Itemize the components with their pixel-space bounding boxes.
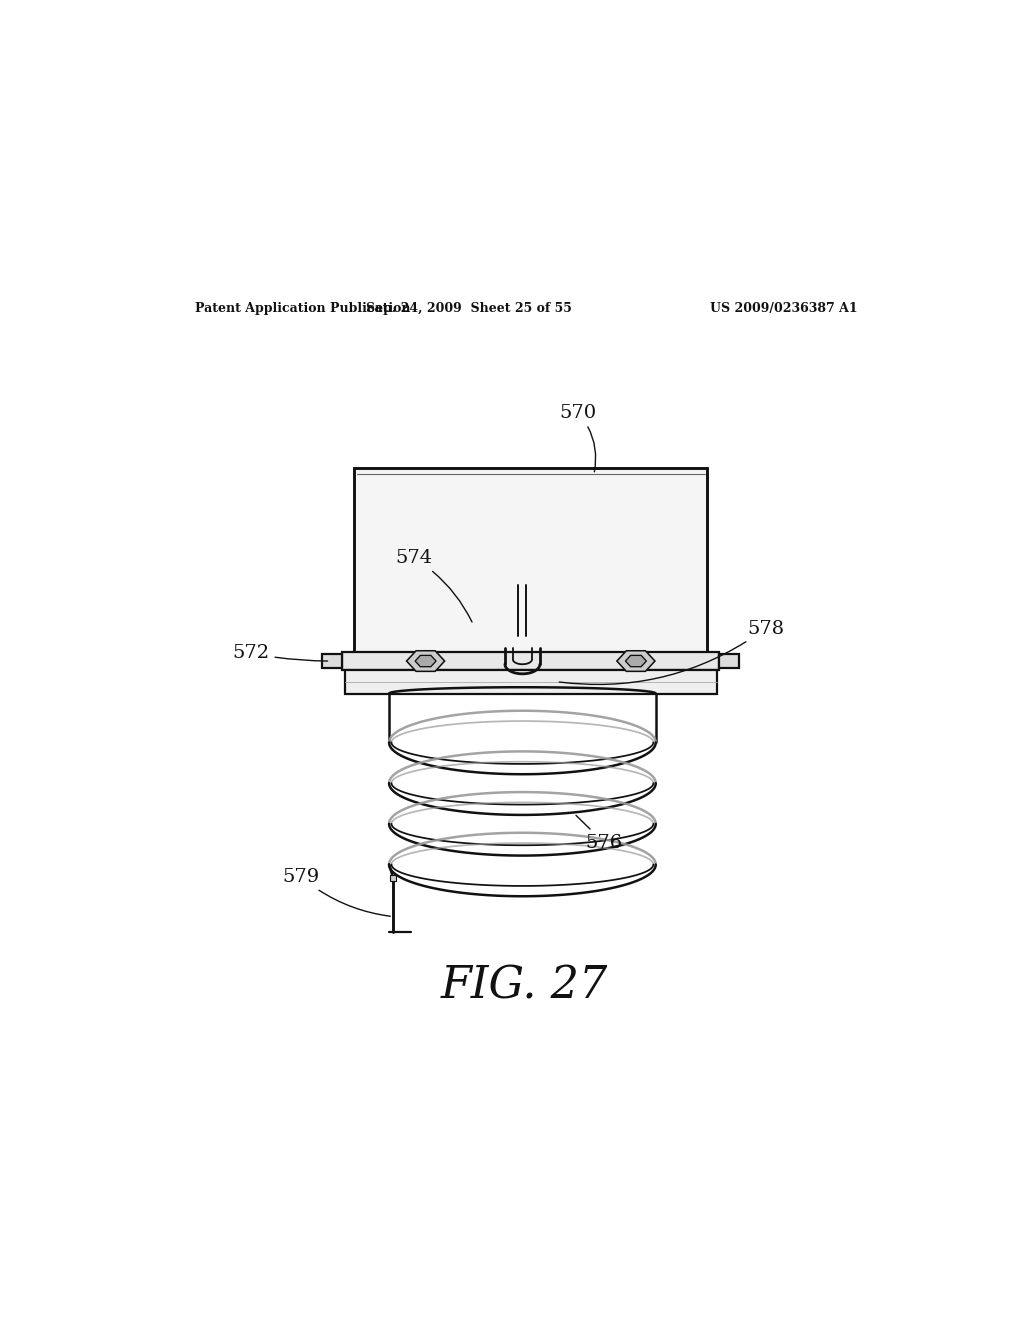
Text: 574: 574 — [395, 549, 472, 622]
Text: Sep. 24, 2009  Sheet 25 of 55: Sep. 24, 2009 Sheet 25 of 55 — [367, 301, 572, 314]
Bar — [390, 875, 396, 880]
Polygon shape — [626, 655, 646, 667]
Text: 579: 579 — [283, 869, 390, 916]
Polygon shape — [616, 651, 655, 672]
Bar — [345, 669, 717, 693]
Bar — [323, 653, 342, 668]
Text: US 2009/0236387 A1: US 2009/0236387 A1 — [711, 301, 858, 314]
Text: 576: 576 — [575, 816, 623, 851]
Bar — [354, 469, 708, 652]
Text: 572: 572 — [232, 644, 328, 663]
Text: 578: 578 — [559, 619, 784, 685]
Polygon shape — [415, 655, 436, 667]
Text: 570: 570 — [559, 404, 597, 471]
Polygon shape — [407, 651, 444, 672]
Bar — [342, 652, 719, 669]
Text: FIG. 27: FIG. 27 — [441, 964, 608, 1007]
Text: Patent Application Publication: Patent Application Publication — [196, 301, 411, 314]
Bar — [719, 653, 739, 668]
